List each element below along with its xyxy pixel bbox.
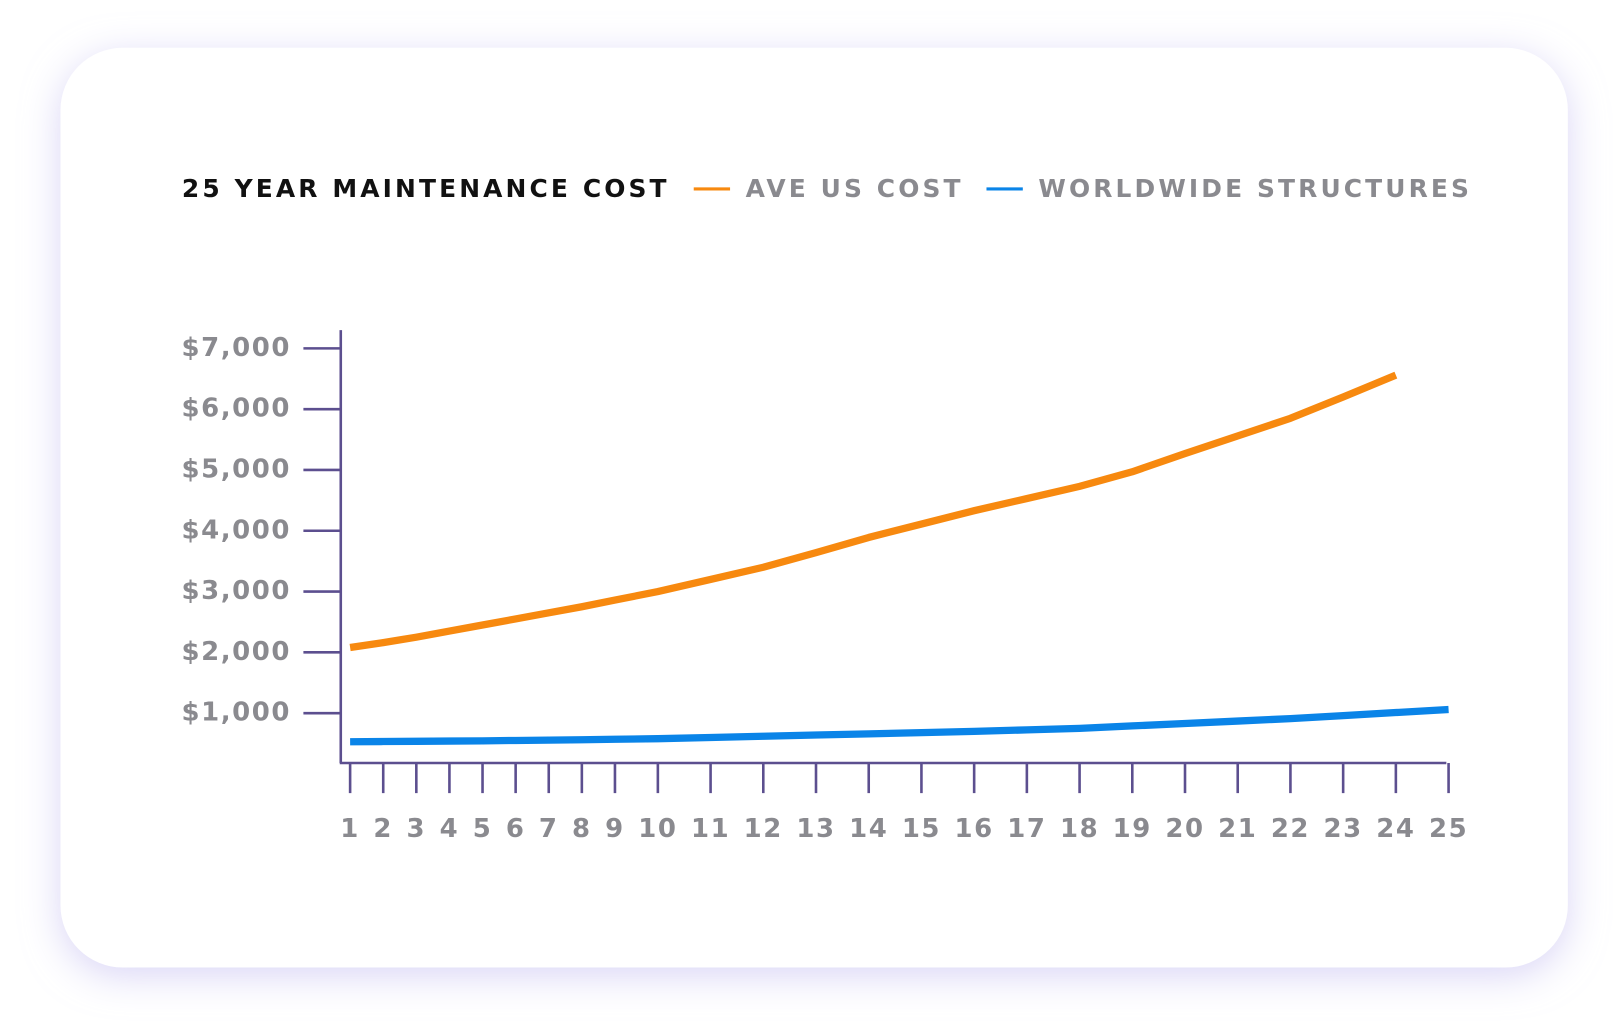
x-tick-label: 14 <box>849 814 888 844</box>
x-tick-label: 1 <box>340 814 360 844</box>
line-series <box>349 371 1398 652</box>
y-tick-label: $6,000 <box>182 394 291 424</box>
x-tick-label: 23 <box>1324 814 1363 844</box>
y-tick-label: $5,000 <box>182 454 291 484</box>
legend-label: AVE US COST <box>746 174 964 203</box>
x-tick-label: 22 <box>1271 814 1310 844</box>
y-tick-label: $2,000 <box>182 637 291 667</box>
line-series <box>350 705 1449 746</box>
x-tick-label: 10 <box>638 814 677 844</box>
x-tick-label: 16 <box>955 814 994 844</box>
x-tick-label: 8 <box>572 814 592 844</box>
x-tick-label: 5 <box>473 814 493 844</box>
x-tick-label: 9 <box>605 814 625 844</box>
x-tick-label: 7 <box>539 814 559 844</box>
legend-label: WORLDWIDE STRUCTURES <box>1038 174 1472 203</box>
y-tick-label: $7,000 <box>182 333 291 363</box>
x-tick-label: 20 <box>1165 814 1204 844</box>
x-tick-label: 21 <box>1218 814 1257 844</box>
x-tick-label: 25 <box>1429 814 1468 844</box>
x-tick-label: 11 <box>691 814 730 844</box>
y-tick-label: $4,000 <box>182 515 291 545</box>
x-tick-label: 17 <box>1007 814 1046 844</box>
x-tick-label: 3 <box>407 814 427 844</box>
x-tick-label: 18 <box>1060 814 1099 844</box>
y-tick-label: $1,000 <box>182 698 291 728</box>
x-tick-label: 4 <box>440 814 460 844</box>
x-tick-label: 15 <box>902 814 941 844</box>
x-tick-label: 24 <box>1376 814 1415 844</box>
x-tick-label: 2 <box>373 814 393 844</box>
x-tick-label: 12 <box>744 814 783 844</box>
x-tick-label: 13 <box>796 814 835 844</box>
x-tick-label: 6 <box>506 814 526 844</box>
chart-title: 25 YEAR MAINTENANCE COST <box>182 174 670 203</box>
y-tick-label: $3,000 <box>182 576 291 606</box>
x-tick-label: 19 <box>1113 814 1152 844</box>
